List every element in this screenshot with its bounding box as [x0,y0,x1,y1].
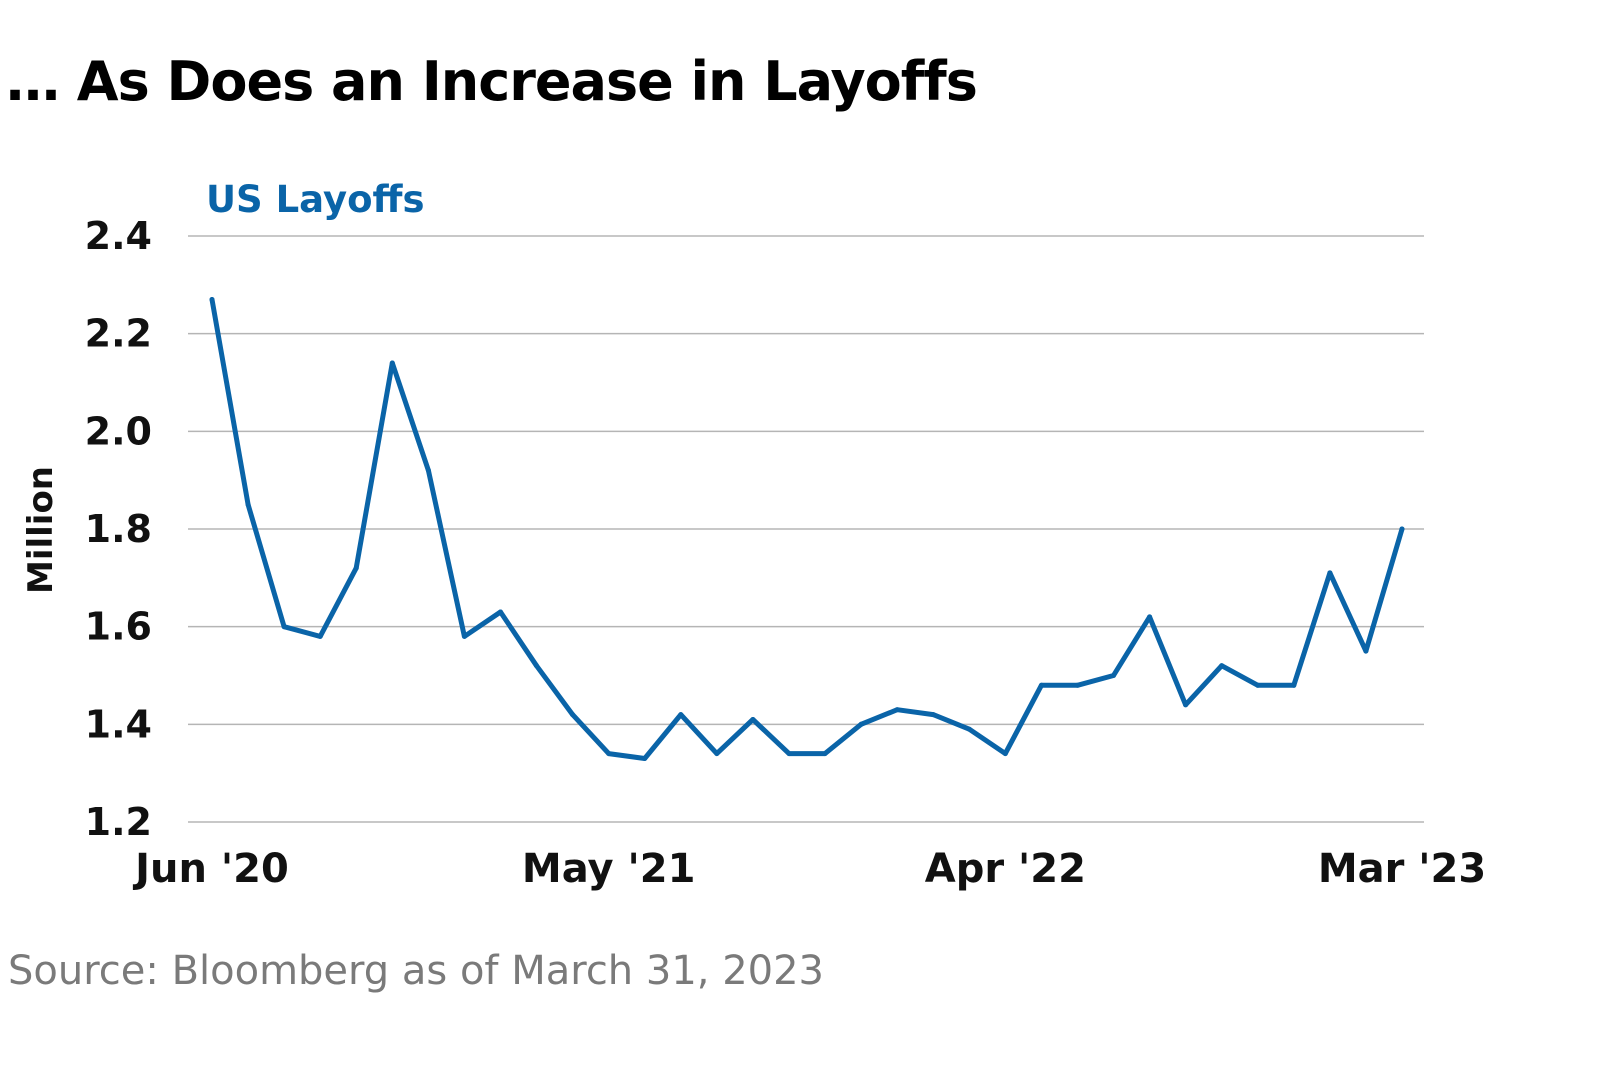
y-tick-label: 1.8 [85,507,152,551]
y-tick-label: 1.6 [85,605,152,649]
data-point [281,624,287,630]
series-line [209,297,1405,761]
y-tick-label: 1.2 [85,800,152,844]
x-tick-label: Jun '20 [132,846,289,892]
data-point [1255,682,1261,688]
y-tick-label: 2.4 [85,214,152,258]
x-tick-label: Apr '22 [925,846,1086,892]
series-us-layoffs [209,297,1405,761]
data-point [317,633,323,639]
data-point [1363,648,1369,654]
y-axis-label: Million [21,466,61,594]
x-axis-ticks: Jun '20 May '21 Apr '22 Mar '23 [132,846,1486,892]
series-label-us-layoffs: US Layoffs [206,178,425,221]
data-point [1219,663,1225,669]
data-point [389,360,395,366]
source-note: Source: Bloomberg as of March 31, 2023 [8,948,824,994]
data-point [1183,702,1189,708]
data-point [209,297,215,302]
data-point [461,633,467,639]
data-point [966,726,972,732]
data-point [1075,682,1080,688]
data-point [1111,673,1116,678]
data-point [714,751,720,757]
data-point [678,712,684,718]
data-point [894,707,900,713]
data-point [1038,682,1044,688]
gridlines [188,235,1424,823]
data-point [750,717,756,722]
data-point [570,712,576,718]
data-point [1002,751,1008,757]
data-point [1327,570,1333,576]
x-tick-label: May '21 [522,846,695,892]
data-point [930,712,936,718]
data-point [858,721,864,727]
y-axis-ticks: 1.2 1.4 1.6 1.8 2.0 2.2 2.4 [85,214,152,844]
data-point [425,467,431,473]
data-point [822,751,828,757]
chart-title: … As Does an Increase in Layoffs [6,50,978,113]
y-tick-label: 2.2 [85,312,152,356]
data-point [606,751,612,757]
data-point [1399,526,1405,532]
data-point [534,663,539,669]
x-tick-label: Mar '23 [1318,846,1486,892]
data-point [498,609,503,615]
data-point [353,565,359,571]
line-chart: 1.2 1.4 1.6 1.8 2.0 2.2 2.4 Jun '20 May '21 Apr … [21,178,1486,892]
data-point [245,502,251,508]
data-point [1147,614,1153,620]
data-point [786,751,792,757]
y-tick-label: 2.0 [85,409,152,453]
data-point [1291,682,1297,688]
y-tick-label: 1.4 [85,702,152,746]
data-point [642,756,648,761]
